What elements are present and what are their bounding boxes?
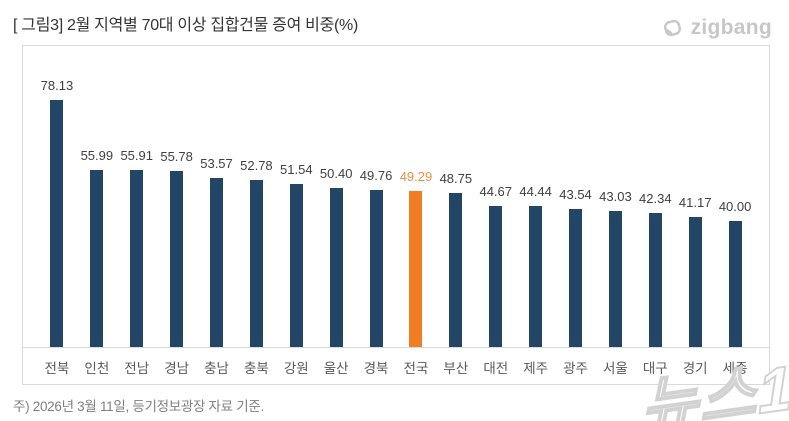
x-axis-label: 광주 — [563, 361, 588, 376]
x-axis-label: 대구 — [642, 361, 668, 376]
bar-value-label: 52.78 — [240, 158, 273, 173]
x-axis-label: 부산 — [443, 361, 469, 376]
bar-column: 48.75 — [436, 171, 476, 347]
zigbang-icon — [663, 19, 681, 37]
bar — [210, 178, 223, 347]
x-axis-label: 서울 — [602, 361, 628, 376]
bar — [289, 184, 303, 347]
x-axis-label: 충남 — [204, 361, 229, 376]
zigbang-logo: zigbang — [661, 16, 772, 40]
bar-value-label: 48.75 — [439, 171, 473, 186]
x-axis-label: 전남 — [124, 361, 150, 376]
x-axis-label: 강원 — [283, 361, 309, 376]
x-axis-label: 전국 — [403, 361, 429, 376]
bar-column: 44.44 — [516, 184, 556, 347]
chart-frame: 78.13 55.99 55.91 55.78 53.57 52.78 51.54 50.40… — [22, 45, 770, 385]
x-axis-label: 세종 — [722, 361, 748, 376]
bar-value-label: 41.17 — [678, 195, 712, 210]
bar-highlighted — [409, 191, 423, 347]
bar-value-label: 42.34 — [639, 191, 672, 206]
bar — [489, 206, 503, 347]
x-axis-label: 경남 — [164, 361, 190, 376]
x-axis-label: 울산 — [323, 361, 349, 376]
bar — [449, 193, 463, 347]
bar-value-label: 49.76 — [359, 168, 393, 183]
bar-column: 55.78 — [157, 149, 197, 347]
bar-value-label: 49.29 — [399, 169, 433, 184]
bar-column: 52.78 — [236, 158, 276, 347]
x-axis-label: 제주 — [523, 361, 549, 376]
bar-value-label: 55.91 — [120, 148, 153, 163]
bar — [648, 213, 662, 347]
bar-column: 44.67 — [476, 184, 516, 347]
chart-title: [ 그림3] 2월 지역별 70대 이상 집합건물 증여 비중(%) — [13, 17, 358, 34]
x-axis-label: 경북 — [363, 361, 389, 376]
bar-column: 41.17 — [675, 195, 715, 347]
bar-value-label: 55.78 — [160, 149, 193, 164]
bar-column: 42.34 — [635, 191, 675, 347]
bar — [688, 217, 702, 347]
bar — [170, 171, 184, 347]
x-axis-label: 충북 — [243, 361, 269, 376]
x-axis-label: 대전 — [483, 361, 509, 376]
bar — [608, 211, 622, 347]
bar-value-label: 53.57 — [200, 156, 233, 171]
bar-column: 43.54 — [556, 187, 596, 347]
bar-column: 43.03 — [595, 189, 635, 347]
bar-column: 78.13 — [37, 78, 77, 347]
bar — [569, 209, 583, 347]
zigbang-wordmark: zigbang — [690, 16, 772, 39]
plot-area: 78.13 55.99 55.91 55.78 53.57 52.78 51.54 50.40… — [23, 46, 769, 348]
bar — [369, 190, 383, 347]
bar-column: 50.40 — [316, 166, 356, 347]
bar-column: 49.76 — [356, 168, 396, 347]
bar-value-label: 50.40 — [319, 166, 353, 181]
x-axis-label: 경기 — [682, 361, 708, 376]
x-axis-label: 전북 — [44, 361, 70, 376]
bar-value-label: 44.67 — [479, 184, 513, 199]
bar — [529, 206, 543, 347]
bar — [90, 170, 104, 347]
bar — [728, 221, 742, 347]
bar-column: 51.54 — [276, 162, 316, 347]
bar-column: 55.91 — [117, 148, 157, 347]
footnote: 주) 2026년 3월 11일, 등기정보광장 자료 기준. — [13, 399, 264, 414]
bar — [329, 188, 343, 347]
bar-value-label: 40.00 — [718, 199, 752, 214]
bar — [249, 180, 263, 347]
x-axis: 전북 인천 전남 경남 충남 충북 강원 울산 경북 전국 부산 대전 제주 광주 서울 대구 경기 세종 — [23, 357, 769, 377]
bar-value-label: 51.54 — [280, 162, 313, 177]
bar-column: 55.99 — [77, 148, 117, 347]
bar-value-label: 55.99 — [80, 148, 114, 163]
bar-value-label: 43.03 — [599, 189, 632, 204]
bar-column: 53.57 — [197, 156, 237, 347]
bar-column: 40.00 — [715, 199, 755, 347]
bar-value-label: 78.13 — [40, 78, 74, 93]
x-axis-label: 인천 — [84, 361, 110, 376]
bar-value-label: 43.54 — [559, 187, 592, 202]
bar-column: 49.29 — [396, 169, 436, 347]
bar-value-label: 44.44 — [519, 184, 552, 199]
bar — [50, 100, 64, 347]
bar — [130, 170, 144, 347]
